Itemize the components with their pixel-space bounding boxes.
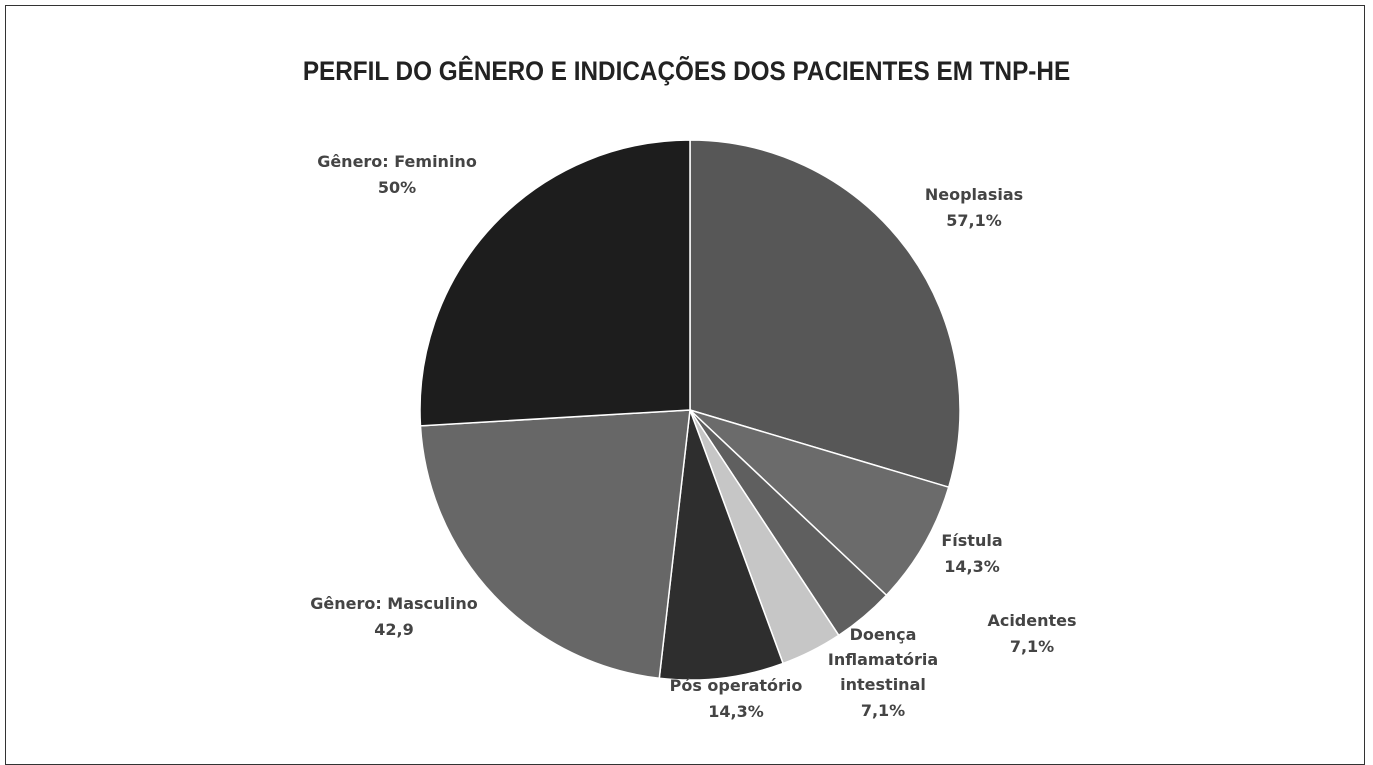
value-label: 7,1% [1009,637,1055,656]
value-label: 42,9 [374,620,414,639]
value-label: 14,3% [708,702,764,721]
slice-label: Fístula [941,531,1003,550]
value-label: 14,3% [944,557,1000,576]
value-label: 7,1% [860,701,906,720]
slice-label: Doença Inflamatória intestinal [827,625,939,694]
slice-label: Neoplasias [924,185,1024,204]
slice-label: Acidentes [987,611,1077,630]
pie-slice [419,409,691,680]
value-label: 50% [377,178,417,197]
value-label: 57,1% [946,211,1002,230]
pie-slice [689,139,961,489]
slice-label: Pós operatório [669,676,803,695]
pie-slice [689,409,950,597]
chart-title: PERFIL DO GÊNERO E INDICAÇÕES DOS PACIEN… [302,56,1071,86]
slice-label: Gênero: Feminino [317,152,477,171]
slice-label: Gênero: Masculino [310,594,478,613]
pie-slice [419,139,691,427]
pie-slice [658,409,785,681]
